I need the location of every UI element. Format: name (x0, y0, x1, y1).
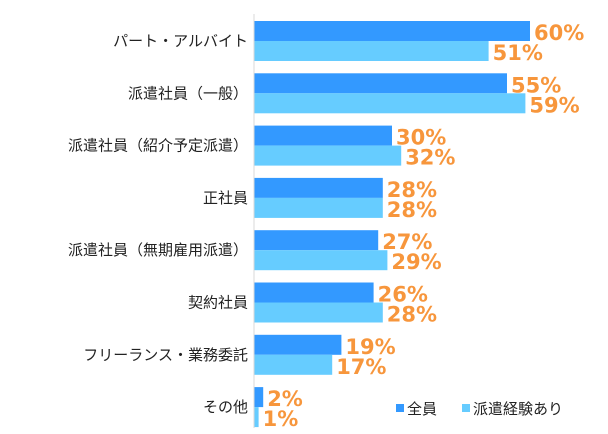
data-label: 28% (387, 178, 437, 202)
bar-dispatch-experience (254, 197, 383, 218)
data-label: 51% (493, 41, 543, 65)
bar-all (254, 334, 342, 355)
category-label: フリーランス・業務委託 (83, 346, 248, 364)
bar-all (254, 387, 264, 408)
data-label: 28% (387, 198, 437, 222)
category-label: パート・アルバイト (113, 32, 248, 50)
bar-dispatch-experience (254, 354, 333, 375)
category-label: 契約社員 (188, 294, 248, 312)
category-label: その他 (203, 398, 248, 416)
data-label: 26% (378, 283, 428, 307)
category-label: 派遣社員（一般） (128, 84, 248, 102)
data-label: 32% (405, 146, 455, 170)
data-label: 28% (387, 303, 437, 327)
bar-all (254, 282, 374, 303)
bar-all (254, 177, 383, 198)
category-label: 正社員 (203, 189, 248, 207)
legend-swatch (396, 404, 404, 412)
data-label: 2% (267, 387, 303, 411)
legend-label: 派遣経験あり (473, 400, 563, 418)
legend-swatch (462, 404, 470, 412)
data-label: 27% (382, 230, 432, 254)
data-label: 59% (529, 93, 579, 117)
category-label: 派遣社員（紹介予定派遣） (68, 137, 248, 155)
bar-dispatch-experience (254, 250, 388, 271)
bar-dispatch-experience (254, 93, 526, 114)
bar-all (254, 73, 507, 94)
data-label: 1% (263, 407, 299, 431)
bar-dispatch-experience (254, 41, 489, 61)
legend-label: 全員 (407, 400, 437, 418)
category-label: 派遣社員（無期雇用派遣） (68, 241, 248, 259)
data-label: 17% (336, 355, 386, 379)
data-label: 30% (396, 126, 446, 150)
bar-dispatch-experience (254, 302, 383, 323)
data-label: 19% (345, 335, 395, 359)
bar-all (254, 21, 530, 41)
bar-all (254, 230, 379, 251)
bar-dispatch-experience (254, 407, 259, 428)
data-label: 29% (391, 250, 441, 274)
bar-all (254, 125, 392, 146)
data-label: 60% (534, 21, 584, 45)
bar-dispatch-experience (254, 145, 402, 166)
